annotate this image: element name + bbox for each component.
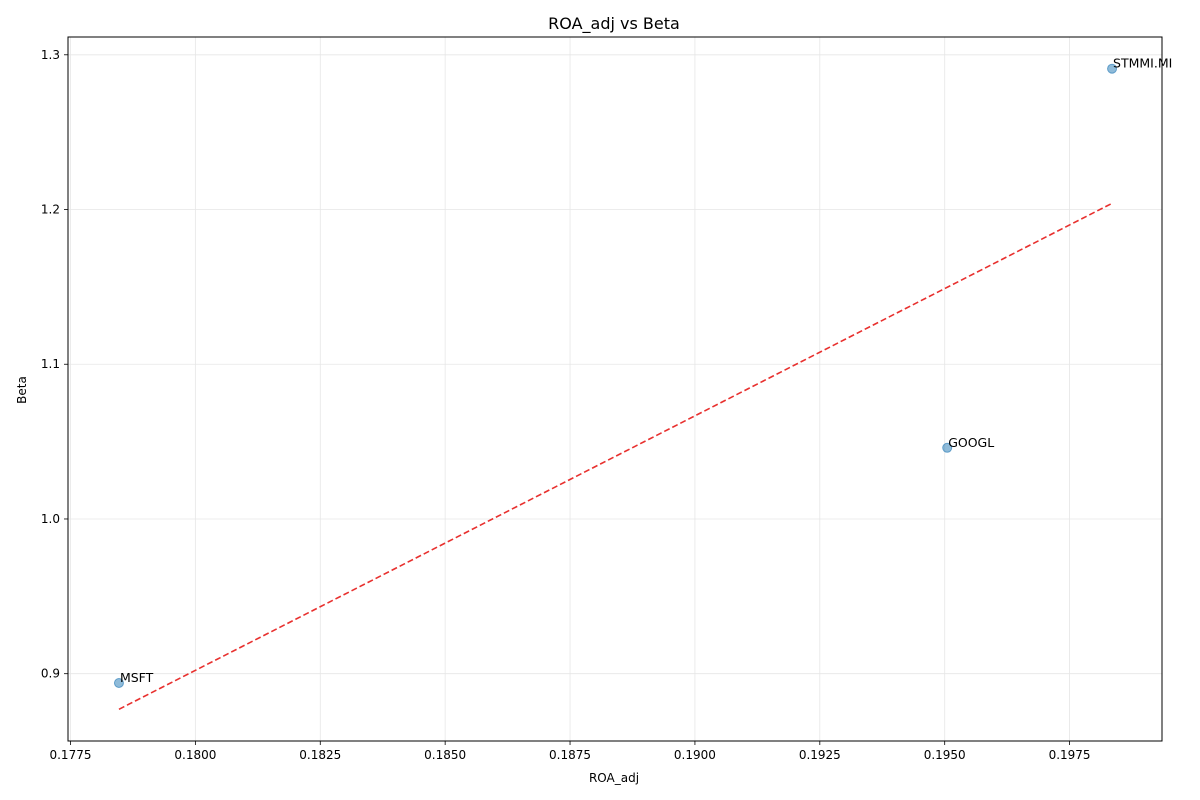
x-tick-label: 0.1825 [299, 748, 341, 762]
y-axis-ticks: 0.9 1.0 1.1 1.2 1.3 [41, 48, 68, 681]
x-axis-ticks: 0.1775 0.1800 0.1825 0.1850 0.1875 0.1900 0.19… [49, 741, 1091, 762]
point-labels: MSFT GOOGL STMMI.MI [120, 56, 1172, 685]
point-label: MSFT [120, 670, 154, 685]
point-label: STMMI.MI [1113, 56, 1172, 71]
y-tick-label: 1.0 [41, 512, 60, 526]
data-point-msft [113, 677, 124, 688]
y-tick-label: 1.3 [41, 48, 60, 62]
x-tick-label: 0.1800 [174, 748, 216, 762]
x-tick-label: 0.1925 [799, 748, 841, 762]
chart-title: ROA_adj vs Beta [548, 14, 680, 34]
x-tick-label: 0.1900 [674, 748, 716, 762]
point-label: GOOGL [948, 435, 994, 450]
x-tick-label: 0.1950 [924, 748, 966, 762]
data-point-googl [942, 442, 953, 453]
x-tick-label: 0.1875 [549, 748, 591, 762]
y-tick-label: 1.2 [41, 203, 60, 217]
trendline [118, 202, 1113, 710]
x-tick-label: 0.1975 [1049, 748, 1091, 762]
x-tick-label: 0.1775 [49, 748, 91, 762]
grid [68, 37, 1162, 741]
trendline-layer [118, 202, 1113, 710]
x-axis-label: ROA_adj [589, 771, 639, 785]
points-layer [113, 63, 1118, 688]
y-axis-label: Beta [15, 376, 29, 404]
y-tick-label: 0.9 [41, 667, 60, 681]
y-tick-label: 1.1 [41, 357, 60, 371]
plot-area-frame [67, 36, 1163, 742]
x-tick-label: 0.1850 [424, 748, 466, 762]
data-point-stmmi-mi [1107, 63, 1118, 74]
